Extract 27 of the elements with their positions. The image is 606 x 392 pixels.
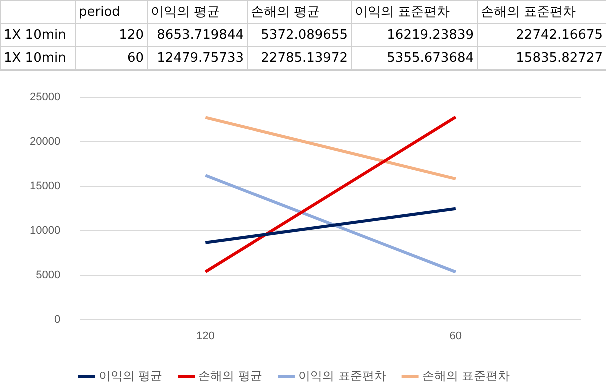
legend-label: 손해의 평균: [198, 369, 263, 384]
text: 손해의 표준편차: [481, 5, 576, 20]
text: 15835.82727: [478, 46, 606, 70]
text: 손해의 평균: [251, 5, 320, 20]
text: 22742.16675: [478, 24, 606, 46]
category-label: 60: [127, 50, 144, 66]
text: 16219.23839: [352, 24, 478, 46]
text: 5372.089655: [248, 24, 352, 46]
category-label: 120: [119, 28, 144, 42]
y-tick-label: 5000: [36, 269, 61, 282]
y-tick-label: 0: [54, 314, 61, 326]
y-tick-label: 20000: [30, 136, 61, 148]
y-tick-label: 15000: [30, 180, 61, 193]
legend-label: 이익의 표준편차: [298, 369, 386, 384]
y-tick-label: 10000: [30, 224, 61, 237]
text: 8653.719844: [148, 24, 248, 46]
text: 22785.13972: [248, 46, 352, 70]
text: 5355.673684: [352, 46, 478, 70]
text: 1X 10min: [0, 24, 76, 46]
text: 이익의 평균: [151, 5, 220, 20]
legend-label: 이익의 평균: [98, 369, 163, 384]
y-tick-label: 25000: [30, 92, 61, 104]
text: period: [76, 0, 148, 24]
text: 1X 10min: [0, 46, 76, 70]
text: 12479.75733: [148, 46, 248, 70]
legend-label: 손해의 표준편차: [422, 369, 510, 384]
text: 이익의 표준편차: [355, 5, 450, 20]
